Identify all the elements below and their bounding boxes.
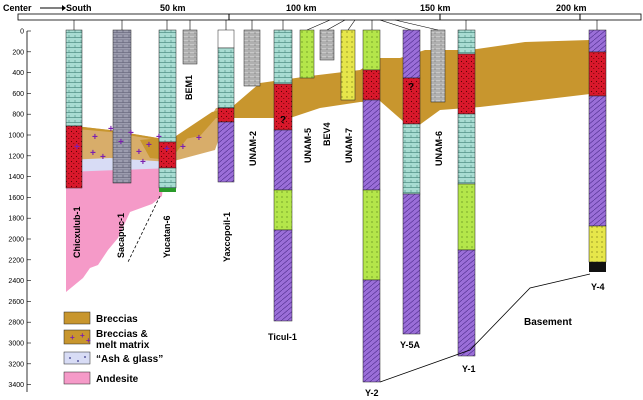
- plus-marker: +: [196, 133, 202, 144]
- depth-tick-label: 2600: [8, 299, 24, 306]
- question-mark-y5a: ?: [408, 82, 414, 93]
- south-label: South: [66, 3, 92, 13]
- legend-swatch-breccias-melt: [63, 329, 91, 345]
- depth-tick-label: 3200: [8, 361, 24, 368]
- depth-tick-label: 3400: [8, 382, 24, 389]
- plus-marker: +: [140, 157, 146, 168]
- depth-tick-label: 1200: [8, 153, 24, 160]
- breccia-band: [66, 40, 606, 142]
- ash-speck: [84, 356, 86, 358]
- breccia-melt-layer: [66, 107, 230, 162]
- ash-speck: [69, 357, 71, 359]
- plus-marker: +: [164, 144, 170, 155]
- depth-tick-label: 1800: [8, 216, 24, 223]
- km-label-50: 50 km: [160, 3, 186, 13]
- depth-axis: 0 200 400 600 800 1000 1200 1400 1600 1800 2000 220…: [8, 29, 31, 392]
- basement-line: [379, 273, 591, 383]
- well-labels: Chicxulub-1 Sacapuc-1 Yucatan-6 BEM1 Yax…: [72, 75, 605, 398]
- km-label-200: 200 km: [556, 3, 587, 13]
- depth-tick-label: 3000: [8, 341, 24, 348]
- well-label-yaxcopoil-1: Yaxcopoil-1: [222, 212, 232, 262]
- well-label-y-5a: Y-5A: [400, 340, 421, 350]
- legend: Breccias + ++ Breccias & melt matrix “Ash…: [58, 298, 198, 398]
- legend-label-breccias: Breccias: [96, 314, 138, 325]
- depth-tick-label: 1400: [8, 174, 24, 181]
- well-label-unam-6: UNAM-6: [434, 131, 444, 166]
- legend-swatch-andesite: [63, 371, 91, 385]
- legend-label-andesite: Andesite: [96, 374, 139, 385]
- well-label-bem1: BEM1: [184, 75, 194, 100]
- basement-label: Basement: [524, 317, 572, 328]
- depth-tick-label: 2000: [8, 237, 24, 244]
- plus-marker: +: [156, 132, 162, 143]
- plus-marker: +: [136, 147, 142, 158]
- center-label: Center: [3, 3, 32, 13]
- distance-scale: Center South 50 km 100 km 150 km 200 km: [3, 3, 642, 21]
- andesite-body: [66, 164, 165, 292]
- legend-label-ash-glass: “Ash & glass”: [96, 354, 163, 365]
- legend-plus-marker: +: [86, 336, 91, 345]
- plus-marker: +: [146, 140, 152, 151]
- well-connectors: [73, 19, 598, 31]
- depth-tick-label: 600: [12, 91, 24, 98]
- depth-tick-label: 800: [12, 112, 24, 119]
- plus-marker: +: [100, 152, 106, 163]
- depth-tick-label: 1000: [8, 133, 24, 140]
- well-label-sacapuc-1: Sacapuc-1: [116, 213, 126, 258]
- depth-tick-label: 2200: [8, 257, 24, 264]
- legend-swatch-ash-glass: [63, 351, 91, 365]
- well-label-y-2: Y-2: [365, 388, 379, 398]
- plus-marker: +: [90, 148, 96, 159]
- wells: [65, 29, 607, 383]
- ash-speck: [77, 360, 79, 362]
- plus-marker: +: [92, 132, 98, 143]
- question-mark-ticul: ?: [280, 115, 286, 126]
- well-label-unam-2: UNAM-2: [248, 131, 258, 166]
- km-label-100: 100 km: [286, 3, 317, 13]
- km-label-150: 150 km: [420, 3, 451, 13]
- breccia-melt-markers: +++++++++ +++++: [74, 124, 202, 168]
- well-label-bev4: BEV4: [322, 122, 332, 146]
- well-label-unam-7: UNAM-7: [344, 128, 354, 163]
- arrow-right-icon: [62, 5, 66, 11]
- depth-tick-label: 200: [12, 49, 24, 56]
- legend-swatch-breccias: [63, 311, 91, 325]
- legend-label-breccias-melt: Breccias & melt matrix: [96, 329, 150, 351]
- legend-plus-marker: +: [70, 333, 75, 342]
- well-label-y-1: Y-1: [462, 364, 476, 374]
- legend-plus-marker: +: [80, 331, 85, 340]
- depth-tick-label: 1600: [8, 195, 24, 202]
- well-label-y-4: Y-4: [591, 282, 605, 292]
- plus-marker: +: [180, 142, 186, 153]
- well-label-chicxulub-1: Chicxulub-1: [72, 206, 82, 258]
- well-label-unam-5: UNAM-5: [303, 128, 313, 163]
- plus-marker: +: [108, 124, 114, 135]
- depth-tick-label: 2400: [8, 278, 24, 285]
- plus-marker: +: [74, 142, 80, 153]
- depth-tick-label: 400: [12, 70, 24, 77]
- plus-marker: +: [128, 128, 134, 139]
- depth-tick-label: 0: [20, 29, 24, 36]
- depth-tick-label: 2800: [8, 320, 24, 327]
- well-label-ticul-1: Ticul-1: [268, 332, 297, 342]
- well-label-yucatan-6: Yucatan-6: [162, 215, 172, 258]
- plus-marker: +: [118, 137, 124, 148]
